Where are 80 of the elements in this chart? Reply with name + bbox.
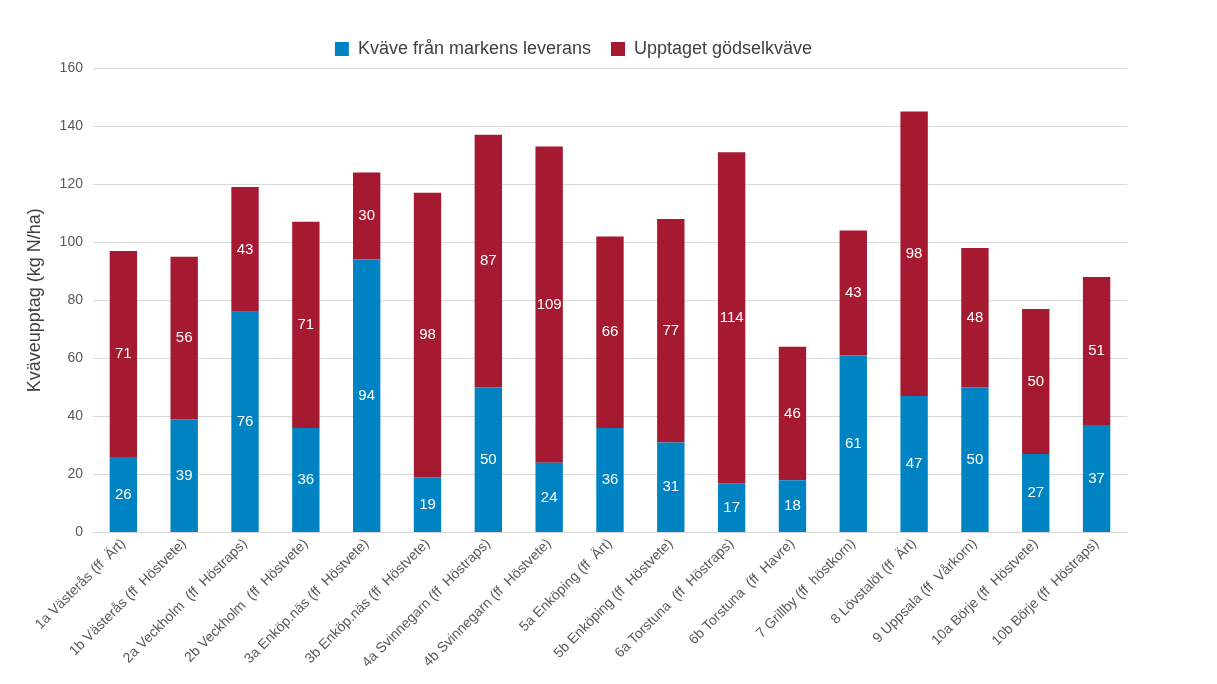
bar (596, 427, 624, 532)
data-label: 43 (236, 239, 254, 257)
bar (535, 462, 563, 532)
bar (596, 236, 624, 428)
data-label: 36 (297, 470, 315, 488)
data-label: 19 (419, 494, 436, 512)
data-label: 18 (784, 496, 801, 514)
bar (900, 396, 928, 532)
data-label: 56 (175, 328, 193, 346)
bar (961, 247, 989, 388)
bar (231, 187, 259, 312)
data-label: 31 (662, 477, 680, 495)
data-label: 47 (905, 454, 923, 472)
legend-label: Kväve från markens leverans (357, 37, 591, 58)
bar (778, 480, 807, 532)
y-tick-label: 100 (59, 233, 84, 250)
bar (535, 146, 563, 463)
bar (657, 218, 685, 443)
bar (109, 250, 138, 458)
bar (413, 192, 442, 478)
bar (292, 221, 320, 428)
data-label: 43 (844, 283, 862, 301)
data-label: 46 (784, 403, 801, 421)
data-label: 39 (175, 465, 193, 483)
bar (231, 311, 259, 532)
y-tick-label: 80 (67, 291, 84, 308)
data-label: 98 (905, 243, 923, 261)
data-label: 51 (1088, 341, 1105, 359)
y-tick-label: 140 (59, 116, 84, 133)
bar (413, 477, 442, 532)
data-label: 109 (536, 294, 562, 312)
data-label: 61 (844, 433, 862, 451)
data-label: 17 (723, 497, 740, 515)
bar (1022, 308, 1050, 455)
data-label: 76 (236, 412, 254, 430)
data-label: 36 (601, 470, 619, 488)
y-tick-label: 40 (67, 407, 84, 424)
bar (657, 442, 685, 532)
bar (717, 152, 746, 484)
data-label: 71 (115, 344, 132, 362)
bar (109, 457, 138, 532)
y-tick-label: 20 (67, 465, 84, 482)
bar (1022, 454, 1050, 532)
data-label: 37 (1088, 468, 1105, 486)
data-label: 30 (358, 206, 376, 224)
bar (292, 427, 320, 532)
data-label: 24 (540, 487, 558, 505)
bar (839, 230, 867, 356)
bar (170, 419, 198, 532)
data-label: 48 (966, 307, 984, 325)
data-label: 66 (601, 322, 619, 340)
y-tick-label: 0 (75, 523, 84, 540)
bar (778, 346, 807, 481)
bar (900, 111, 928, 397)
data-label: 26 (115, 484, 132, 502)
data-label: 87 (479, 251, 497, 269)
data-label: 98 (419, 325, 436, 343)
bar (170, 256, 198, 420)
data-label: 50 (1027, 371, 1045, 389)
data-label: 114 (719, 307, 744, 325)
data-label: 50 (966, 449, 984, 467)
bar (1082, 425, 1111, 532)
bar (352, 259, 381, 532)
bar (474, 134, 503, 388)
data-label: 50 (479, 449, 497, 467)
bar (1082, 277, 1111, 426)
data-label: 27 (1027, 483, 1045, 501)
data-label: 94 (358, 385, 376, 403)
y-tick-label: 120 (59, 174, 84, 191)
y-tick-label: 60 (67, 349, 84, 366)
bar (961, 387, 989, 532)
legend-label: Upptaget gödselkväve (633, 37, 813, 58)
y-axis-title: Kväveupptag (kg N/ha) (23, 208, 44, 393)
data-label: 71 (297, 315, 315, 333)
bar (474, 387, 503, 532)
bar (717, 483, 746, 532)
y-tick-label: 160 (59, 58, 84, 75)
data-label: 77 (662, 320, 680, 338)
bar (839, 355, 867, 532)
bar (352, 172, 381, 260)
